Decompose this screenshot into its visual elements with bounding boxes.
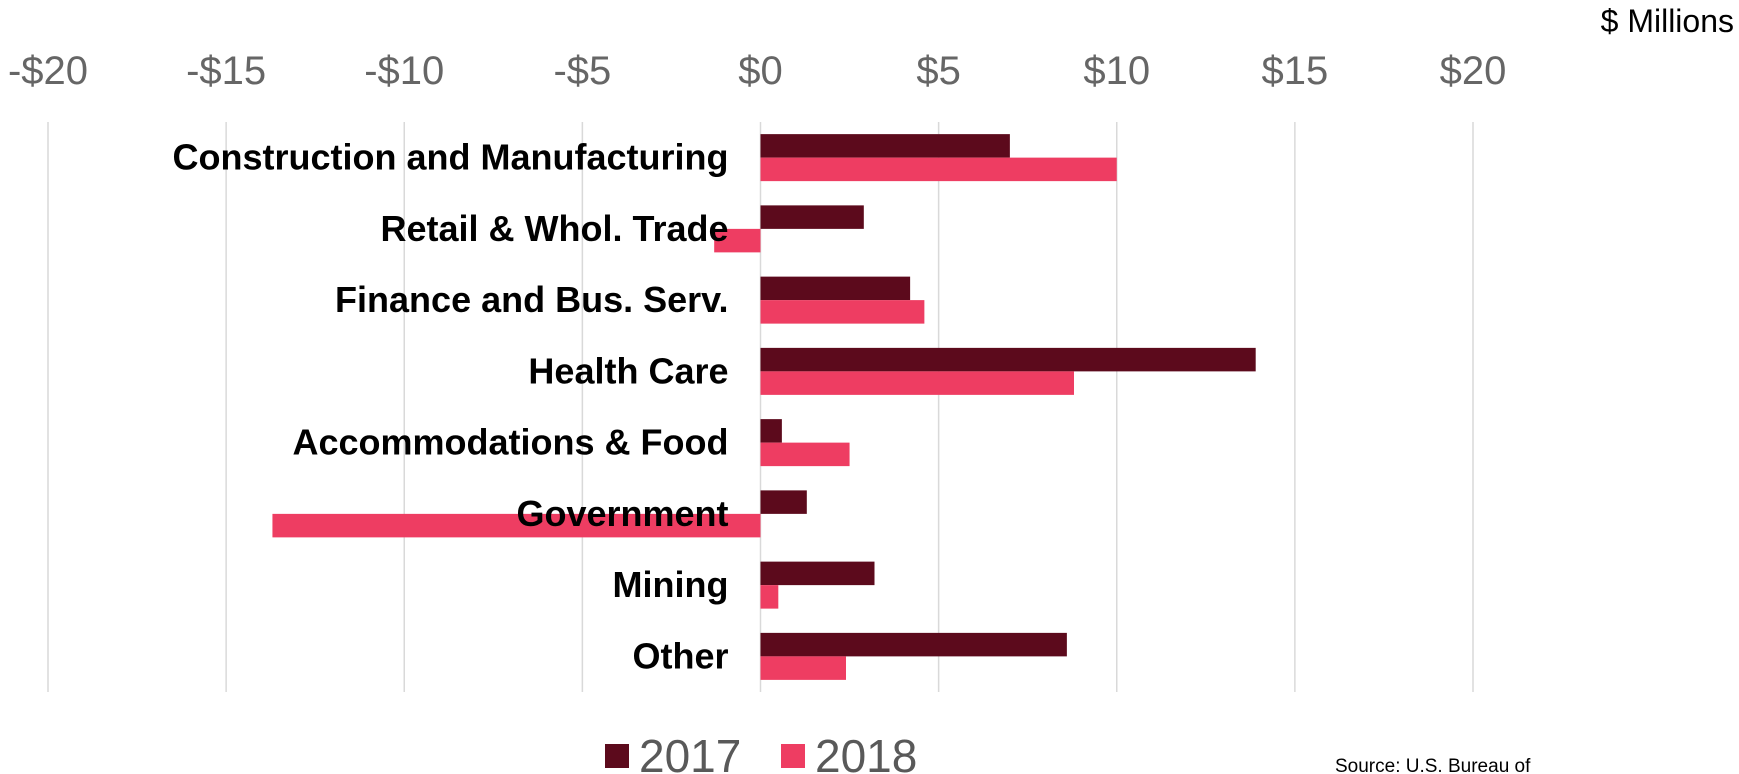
bar-2018 <box>760 300 925 324</box>
bar-2017 <box>760 276 911 301</box>
category-label: Finance and Bus. Serv. <box>335 279 728 320</box>
bars <box>272 134 1256 680</box>
bar-2017 <box>760 347 1256 372</box>
legend-swatch-2017 <box>605 744 629 768</box>
category-label: Mining <box>613 564 729 605</box>
source-note: Source: U.S. Bureau of <box>1335 756 1531 774</box>
bar-2018 <box>760 442 850 467</box>
bar-2017 <box>760 205 864 229</box>
legend-label-2018: 2018 <box>815 730 917 774</box>
category-label: Accommodations & Food <box>292 422 728 463</box>
x-tick-label: $0 <box>738 49 783 93</box>
x-tick-label: $15 <box>1262 49 1329 93</box>
x-tick-label: $20 <box>1440 49 1507 93</box>
bar-2017 <box>760 632 1067 657</box>
bar-2017 <box>760 419 782 443</box>
x-axis-tick-labels: -$20 -$15 -$10 -$5 $0 $5 $10 $15 $20 <box>8 49 1506 93</box>
x-tick-label: -$20 <box>8 49 88 93</box>
x-tick-label: -$10 <box>364 49 444 93</box>
bar-2018 <box>760 585 779 609</box>
x-tick-label: -$15 <box>186 49 266 93</box>
units-label: $ Millions <box>1601 3 1734 39</box>
bar-2017 <box>760 490 807 514</box>
category-label: Health Care <box>528 350 728 391</box>
legend-label-2017: 2017 <box>639 730 741 774</box>
category-label: Retail & Whol. Trade <box>380 208 728 249</box>
legend: 2017 2018 <box>605 730 917 774</box>
bar-2018 <box>760 371 1074 395</box>
category-labels: Construction and Manufacturing Retail & W… <box>173 137 729 677</box>
category-label: Construction and Manufacturing <box>173 137 729 178</box>
bar-2018 <box>760 656 846 680</box>
x-tick-label: $10 <box>1083 49 1150 93</box>
bar-2017 <box>760 561 875 586</box>
category-label: Other <box>632 635 728 676</box>
legend-swatch-2018 <box>781 744 805 768</box>
x-tick-label: $5 <box>916 49 961 93</box>
x-tick-label: -$5 <box>553 49 611 93</box>
bar-2018 <box>760 157 1117 182</box>
bar-2018 <box>272 513 761 538</box>
bar-2018 <box>714 228 761 253</box>
category-label: Government <box>516 493 728 534</box>
bar-2017 <box>760 134 1010 158</box>
